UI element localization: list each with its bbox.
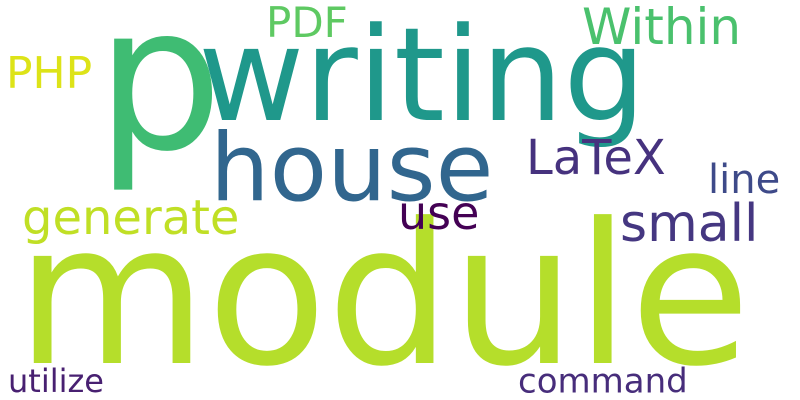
word-command: command	[518, 361, 688, 400]
word-utilize: utilize	[8, 363, 104, 400]
word-within: Within	[582, 0, 742, 56]
word-pdf: PDF	[266, 0, 348, 47]
word-small: small	[620, 194, 759, 254]
word-house: house	[210, 114, 494, 223]
word-writing: writing	[198, 0, 646, 151]
word-php: PHP	[6, 48, 93, 99]
word-p: p	[96, 0, 223, 196]
word-generate: generate	[22, 190, 240, 246]
word-latex: LaTeX	[526, 130, 666, 186]
word-module: module	[16, 182, 751, 400]
word-use: use	[398, 186, 480, 240]
word-line: line	[708, 157, 781, 203]
